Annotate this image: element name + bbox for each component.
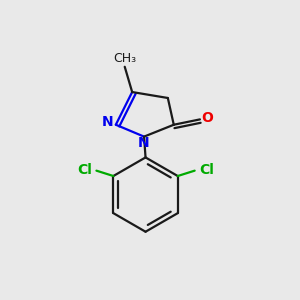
Text: Cl: Cl	[77, 163, 92, 177]
Text: CH₃: CH₃	[113, 52, 136, 65]
Text: O: O	[201, 112, 213, 125]
Text: Cl: Cl	[199, 163, 214, 177]
Text: N: N	[138, 136, 150, 150]
Text: N: N	[102, 116, 113, 129]
